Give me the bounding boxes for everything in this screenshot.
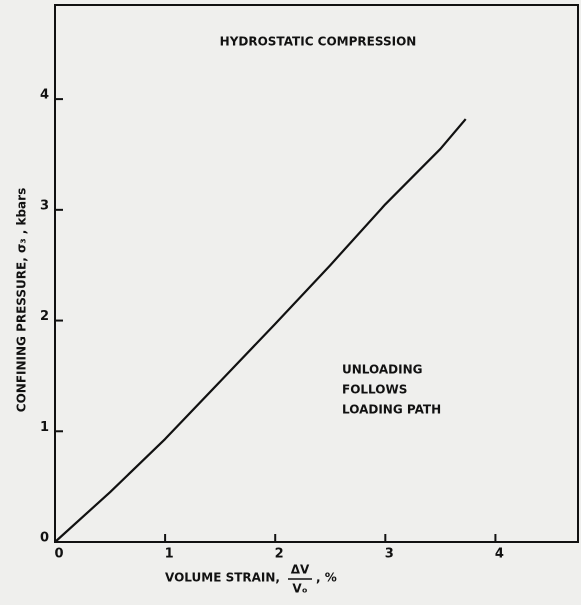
x-tick-label: 3 [385,547,394,562]
x-tick-label: 0 [54,547,63,562]
y-tick-label: 2 [40,309,49,324]
annotation: LOADING PATH [342,403,441,417]
data-line [54,118,467,543]
x-tick-label: 4 [495,547,504,562]
annotation: FOLLOWS [342,383,407,397]
x-tick-label: 2 [275,547,284,562]
y-tick-label: 3 [40,198,49,213]
y-tick-label: 4 [40,88,49,103]
x-axis-label-unit: , % [316,571,337,585]
annotation: UNLOADING [342,363,423,377]
x-axis-label-numerator: ΔV [291,563,310,577]
y-tick-label: 0 [40,531,49,546]
y-axis-label: CONFINING PRESSURE, σ₃ , kbars [15,188,29,412]
y-tick-label: 1 [40,420,49,435]
chart-title: HYDROSTATIC COMPRESSION [220,35,417,49]
x-tick-label: 1 [165,547,174,562]
x-axis-label: VOLUME STRAIN, [165,571,280,585]
plot-frame [54,4,579,543]
x-axis-label-denominator: Vₒ [292,582,307,596]
